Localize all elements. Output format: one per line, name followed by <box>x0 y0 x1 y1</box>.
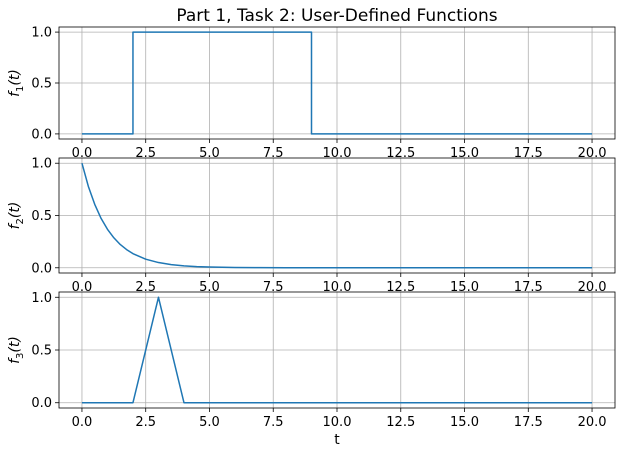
y-axis-label-main: f <box>7 222 23 229</box>
figure-title: Part 1, Task 2: User-Defined Functions <box>176 6 497 26</box>
x-tick-label: 17.5 <box>514 146 543 161</box>
y-tick-label: 0.0 <box>31 127 52 142</box>
x-tick-label: 17.5 <box>514 415 543 430</box>
y-tick-label: 0.5 <box>31 77 52 92</box>
series-line-f1 <box>81 31 593 135</box>
y-axis-label: f1(t) <box>7 69 26 97</box>
y-tick-label: 0.5 <box>31 209 52 224</box>
x-tick-label: 5.0 <box>199 280 220 295</box>
x-tick-label: 12.5 <box>386 415 415 430</box>
series-line-f2 <box>81 163 593 269</box>
x-tick-label: 20.0 <box>578 280 607 295</box>
subplot-1: 0.0 2.5 5.0 7.5 10.0 12.5 15.0 17.5 20.0 0.0 0.5 1.… <box>7 26 616 161</box>
subplots: 0.0 2.5 5.0 7.5 10.0 12.5 15.0 17.5 20.00.00.51.… <box>7 26 616 430</box>
x-tick-label: 10.0 <box>323 146 352 161</box>
x-tick-label: 2.5 <box>135 280 156 295</box>
x-tick-label: 0.0 <box>72 146 93 161</box>
x-tick-label: 7.5 <box>263 415 284 430</box>
x-tick-label: 12.5 <box>386 146 415 161</box>
x-tick-label: 2.5 <box>135 415 156 430</box>
y-axis-label-tail: (t) <box>7 69 23 85</box>
x-tick-label: 20.0 <box>578 146 607 161</box>
x-tick-label: 15.0 <box>450 415 479 430</box>
subplot-3: 0.0 2.5 5.0 7.5 10.0 12.5 15.0 17.5 20.0 0.0 0.5 1.… <box>7 291 616 430</box>
y-tick-label: 0.0 <box>31 396 52 411</box>
y-tick-label: 0.5 <box>31 344 52 359</box>
x-tick-label: 10.0 <box>323 280 352 295</box>
y-axis-label-tail: (t) <box>7 202 23 218</box>
y-tick-label: 1.0 <box>31 291 52 306</box>
y-axis-label: f2(t) <box>7 202 26 230</box>
x-tick-label: 20.0 <box>578 415 607 430</box>
series-line-f3 <box>81 296 593 404</box>
y-axis-label-subscript: 2 <box>15 218 26 224</box>
y-tick-label: 0.0 <box>31 261 52 276</box>
x-tick-label: 15.0 <box>450 146 479 161</box>
y-axis-label: f3(t) <box>7 336 26 364</box>
x-axis-label: t <box>334 432 340 448</box>
x-tick-label: 7.5 <box>263 146 284 161</box>
x-tick-label: 12.5 <box>386 280 415 295</box>
y-axis-label-main: f <box>7 357 23 364</box>
y-axis-label-subscript: 3 <box>15 353 26 359</box>
x-tick-label: 17.5 <box>514 280 543 295</box>
x-tick-label: 10.0 <box>323 415 352 430</box>
x-tick-label: 0.0 <box>72 280 93 295</box>
y-axis-label-tail: (t) <box>7 336 23 352</box>
y-tick-label: 1.0 <box>31 26 52 41</box>
x-tick-label: 0.0 <box>72 415 93 430</box>
subplot-2: 0.0 2.5 5.0 7.5 10.0 12.5 15.0 17.5 20.0 0.0 0.5 1.… <box>7 157 616 295</box>
x-tick-label: 15.0 <box>450 280 479 295</box>
x-tick-label: 5.0 <box>199 415 220 430</box>
x-tick-label: 2.5 <box>135 146 156 161</box>
y-axis-label-subscript: 1 <box>15 86 26 92</box>
y-axis-label-main: f <box>7 90 23 97</box>
y-tick-label: 1.0 <box>31 157 52 172</box>
x-tick-label: 7.5 <box>263 280 284 295</box>
x-tick-label: 5.0 <box>199 146 220 161</box>
